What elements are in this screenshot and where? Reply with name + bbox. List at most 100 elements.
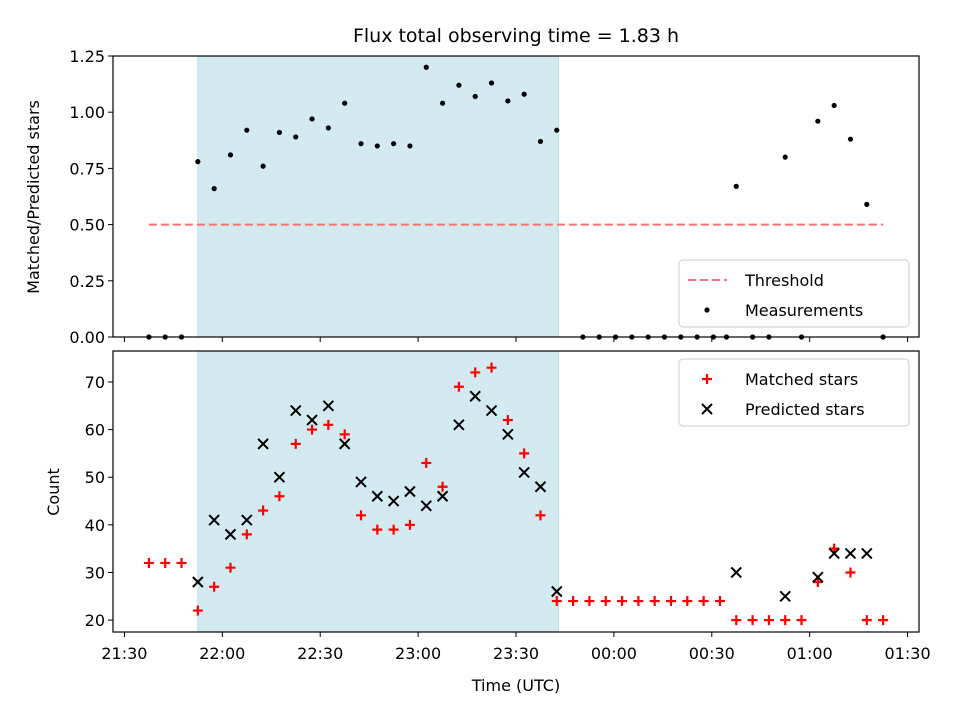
bottom-y-tick-label: 30	[85, 563, 105, 582]
matched-stars-point	[388, 524, 399, 535]
matched-stars-point	[176, 557, 187, 568]
threshold-legend-label: Threshold	[744, 271, 824, 290]
measurements-point	[847, 136, 854, 142]
matched-stars-point	[568, 596, 579, 607]
matched-stars-point	[486, 362, 497, 373]
measurements-point	[325, 125, 331, 131]
measurements-point	[472, 93, 478, 100]
measurements-point	[260, 163, 266, 169]
measurements-point	[521, 91, 527, 97]
matched-stars-point	[551, 596, 562, 607]
top-y-tick-label: 1.00	[69, 103, 105, 122]
measurements-point	[407, 143, 413, 149]
matched-stars-point	[633, 596, 644, 607]
x-tick-label: 01:30	[885, 644, 931, 663]
matched-stars-point	[258, 505, 269, 516]
predicted-stars-point	[371, 490, 384, 502]
bottom-y-tick-label: 70	[85, 373, 105, 392]
bottom-y-tick-label: 60	[85, 421, 105, 440]
measurements-point	[309, 116, 315, 122]
matched-stars-point	[649, 596, 660, 607]
predicted-stars-point	[290, 404, 302, 417]
matched-stars-point	[812, 576, 823, 587]
x-tick-label: 23:30	[493, 644, 539, 663]
matched-stars-point	[404, 519, 415, 530]
predicted-stars-point	[322, 400, 335, 412]
matched-stars-point	[861, 615, 872, 626]
matched-stars-point	[519, 448, 530, 459]
bottom-y-tick-label: 50	[85, 468, 105, 487]
measurements-point	[374, 143, 380, 149]
predicted-stars-point	[208, 514, 220, 526]
x-tick-label: 01:00	[787, 644, 833, 663]
bottom-shaded-window	[197, 350, 559, 633]
measurements-point	[554, 127, 560, 133]
predicted-stars-point	[469, 390, 481, 402]
predicted-stars-point	[224, 528, 237, 541]
predicted-stars-point	[828, 547, 840, 560]
bottom-y-tick-label: 40	[85, 516, 105, 535]
matched-stars-point	[829, 543, 840, 554]
x-tick-label: 22:30	[297, 644, 343, 663]
measurements-point	[195, 159, 201, 165]
measurements-point	[227, 152, 234, 158]
bottom-legend: Matched stars Predicted stars	[678, 358, 910, 427]
measurements-point	[488, 80, 495, 86]
measurements-point	[733, 183, 739, 189]
top-legend: Threshold Measurements	[678, 259, 910, 328]
predicted-stars-point	[387, 495, 400, 507]
x-tick-label: 00:00	[591, 644, 637, 663]
measurements-point	[831, 102, 837, 109]
matched-stars-point	[535, 510, 546, 521]
predicted-stars-point	[273, 471, 286, 483]
top-y-tick-label: 0.50	[69, 216, 105, 235]
predicted-stars-legend-label: Predicted stars	[745, 400, 865, 419]
bottom-legend-box	[678, 358, 910, 427]
matched-stars-point	[617, 596, 628, 607]
bottom-panel: 20 30 40 50 60 70 21:30 22:00 22:30 23:00 23:30 00:…	[85, 350, 931, 663]
matched-stars-point	[274, 491, 285, 502]
predicted-stars-point	[404, 485, 416, 498]
top-y-tick-label: 0.00	[69, 328, 105, 347]
measurements-point	[342, 100, 348, 106]
measurements-point	[537, 138, 544, 145]
matched-stars-point	[878, 615, 889, 626]
measurements-point	[358, 141, 364, 147]
measurements-point	[391, 141, 397, 147]
matched-stars-point	[290, 438, 301, 449]
matched-stars-point	[356, 510, 366, 521]
top-legend-box	[678, 259, 910, 328]
matched-stars-point	[192, 605, 203, 616]
measurements-point	[815, 118, 821, 124]
predicted-stars-point	[485, 404, 498, 417]
predicted-stars-point	[861, 547, 873, 560]
measurements-legend-label: Measurements	[745, 301, 863, 320]
matched-stars-legend-label: Matched stars	[745, 370, 858, 389]
matched-stars-point	[339, 429, 350, 440]
predicted-stars-point	[436, 490, 449, 502]
predicted-stars-point	[730, 566, 742, 579]
top-shaded-window	[197, 55, 559, 338]
predicted-stars-point	[844, 547, 857, 560]
matched-stars-point	[796, 615, 807, 626]
matched-stars-point	[731, 615, 742, 626]
top-y-axis-label: Matched/Predicted stars	[24, 100, 43, 294]
matched-stars-point	[845, 567, 856, 578]
x-tick-label: 21:30	[101, 644, 147, 663]
matched-stars-point	[241, 529, 252, 540]
predicted-stars-point	[306, 414, 318, 426]
matched-stars-point	[143, 557, 154, 568]
top-y-tick-label: 0.75	[69, 159, 105, 178]
measurements-point	[423, 64, 429, 70]
matched-stars-point	[437, 481, 448, 492]
matched-stars-point	[307, 424, 318, 435]
predicted-stars-point	[338, 438, 351, 450]
predicted-stars-point	[420, 500, 432, 512]
predicted-stars-point	[355, 476, 367, 488]
matched-stars-point	[698, 596, 709, 607]
matched-stars-point	[470, 367, 481, 378]
measurements-legend-marker	[704, 307, 710, 313]
predicted-stars-point	[551, 585, 563, 598]
measurements-point	[864, 201, 870, 207]
